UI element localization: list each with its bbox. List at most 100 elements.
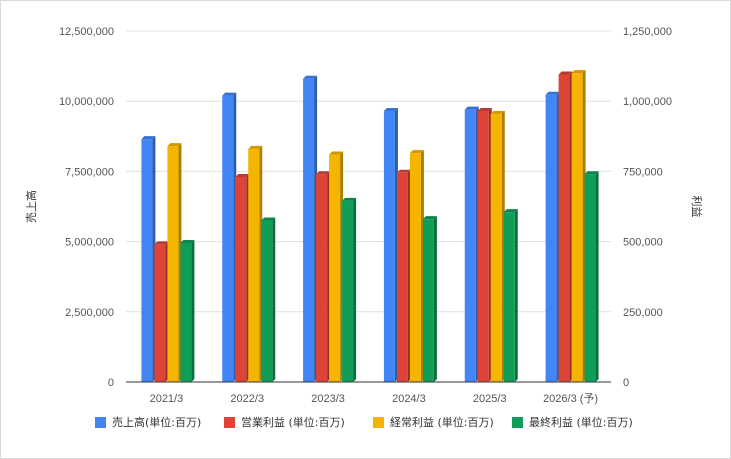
bar-front xyxy=(180,243,192,382)
x-axis-tick-label: 2024/3 xyxy=(392,393,426,405)
bar-top xyxy=(409,150,424,154)
left-axis-tick-label: 5,000,000 xyxy=(65,237,114,249)
legend-item: 経常利益 (単位:百万) xyxy=(373,415,494,429)
legend-swatch xyxy=(512,417,523,428)
bars xyxy=(141,70,599,383)
bar-top xyxy=(477,108,492,112)
bar-top xyxy=(558,71,573,75)
right-axis-title: 利益 xyxy=(690,196,704,218)
bar xyxy=(477,108,492,382)
legend: 売上高(単位:百万) 営業利益 (単位:百万) 経常利益 (単位:百万) 最終利益 (… xyxy=(95,415,633,429)
bar-top xyxy=(154,241,169,245)
right-axis-tick-label: 1,250,000 xyxy=(623,26,672,38)
left-axis-tick-label: 12,500,000 xyxy=(59,26,114,38)
legend-item: 売上高(単位:百万) xyxy=(95,415,201,429)
bar-front xyxy=(222,95,234,383)
right-axis-ticks: 0 250,000 500,000 750,000 1,000,000 1,250,000 xyxy=(623,26,672,389)
bar-top xyxy=(316,171,331,175)
legend-label: 売上高(単位:百万) xyxy=(112,415,201,429)
bar-top xyxy=(180,240,195,244)
bar-front xyxy=(383,111,395,382)
bar-top xyxy=(167,143,182,147)
bar xyxy=(422,216,437,382)
x-axis-tick-label: 2021/3 xyxy=(150,393,184,405)
bar-front xyxy=(464,109,476,383)
bar-front xyxy=(303,78,315,383)
bar xyxy=(141,136,156,382)
bar-top xyxy=(503,209,518,213)
bar-front xyxy=(167,146,179,382)
bar-front xyxy=(141,139,153,382)
x-axis-tick-label: 2025/3 xyxy=(473,393,507,405)
bar-front xyxy=(235,177,247,382)
bar-side xyxy=(353,197,357,382)
left-axis-tick-label: 0 xyxy=(108,377,114,389)
bar-front xyxy=(261,220,273,382)
x-axis-tick-label: 2022/3 xyxy=(230,393,264,405)
bar-front xyxy=(545,94,557,382)
right-axis-tick-label: 250,000 xyxy=(623,307,663,319)
bar-top xyxy=(342,197,357,201)
bar-side xyxy=(272,217,276,382)
bar xyxy=(329,151,344,382)
legend-item: 営業利益 (単位:百万) xyxy=(224,415,345,429)
left-axis-tick-label: 10,000,000 xyxy=(59,96,114,108)
left-axis-ticks: 0 2,500,000 5,000,000 7,500,000 10,000,000 12… xyxy=(59,26,114,389)
bar-top xyxy=(422,216,437,220)
gridlines xyxy=(126,30,611,313)
bar xyxy=(167,143,182,382)
bar-top xyxy=(396,169,411,173)
bar xyxy=(154,241,169,382)
bar xyxy=(571,70,586,383)
bar-front xyxy=(248,148,260,382)
bar xyxy=(409,150,424,382)
legend-item: 最終利益 (単位:百万) xyxy=(512,415,633,429)
bar xyxy=(180,240,195,382)
bar-front xyxy=(154,244,166,382)
left-axis-title: 売上高 xyxy=(24,190,38,223)
bar-top xyxy=(222,92,237,96)
bar-top xyxy=(303,75,318,79)
bar-front xyxy=(316,174,328,382)
bar-front xyxy=(571,73,583,383)
bar xyxy=(303,75,318,383)
left-axis-tick-label: 2,500,000 xyxy=(65,307,114,319)
x-axis-tick-label: 2023/3 xyxy=(311,393,345,405)
bar xyxy=(584,171,599,382)
bar-top xyxy=(464,106,479,110)
left-axis-tick-label: 7,500,000 xyxy=(65,166,114,178)
bar xyxy=(342,197,357,382)
bar-front xyxy=(396,172,408,382)
bar xyxy=(490,110,505,382)
bar-top xyxy=(545,91,560,95)
bar xyxy=(383,108,398,382)
legend-swatch xyxy=(224,417,235,428)
bar xyxy=(503,209,518,382)
right-axis-tick-label: 1,000,000 xyxy=(623,96,672,108)
bar xyxy=(558,71,573,383)
legend-label: 経常利益 (単位:百万) xyxy=(390,415,494,429)
legend-swatch xyxy=(373,417,384,428)
bar-side xyxy=(191,240,195,382)
bar-top xyxy=(584,171,599,175)
x-axis-tick-label: 2026/3 (予) xyxy=(543,392,598,405)
bar xyxy=(464,106,479,383)
bar-front xyxy=(490,113,502,382)
right-axis-tick-label: 0 xyxy=(623,377,629,389)
bar-top xyxy=(248,145,263,149)
bar xyxy=(545,91,560,382)
bar-top xyxy=(383,108,398,112)
bar-top xyxy=(235,174,250,178)
bar-front xyxy=(503,212,515,382)
bar xyxy=(396,169,411,382)
bar-side xyxy=(433,216,437,382)
bar-top xyxy=(571,70,586,74)
bar xyxy=(248,145,263,382)
bar-front xyxy=(329,154,341,382)
legend-swatch xyxy=(95,417,106,428)
bar-front xyxy=(422,219,434,382)
bar-front xyxy=(342,200,354,382)
bar-front xyxy=(584,174,596,382)
bar-front xyxy=(477,111,489,382)
